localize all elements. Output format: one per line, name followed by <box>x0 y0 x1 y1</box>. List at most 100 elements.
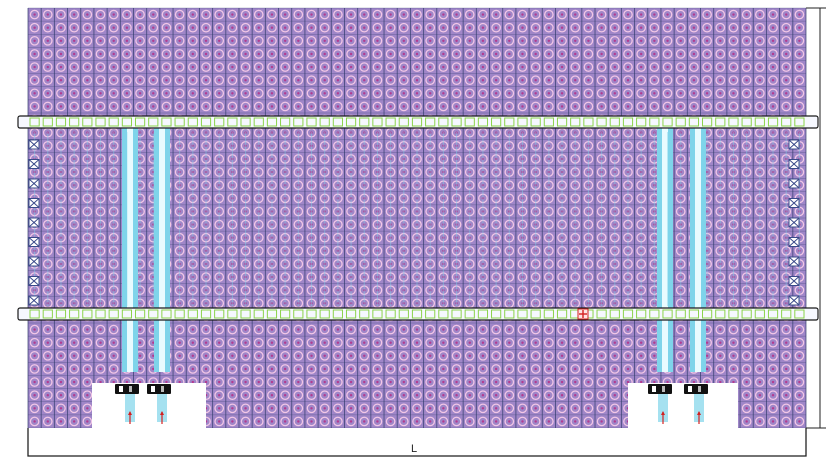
storage-cell-center <box>745 380 748 384</box>
storage-cell <box>253 232 264 243</box>
storage-cell <box>29 364 40 374</box>
storage-cell-center <box>46 197 49 200</box>
storage-cell-center <box>415 380 419 384</box>
storage-cell-center <box>231 170 234 174</box>
storage-cell-center <box>745 170 748 174</box>
storage-cell <box>781 9 792 20</box>
storage-cell-center <box>560 275 564 279</box>
storage-cell-center <box>745 328 748 331</box>
storage-cell <box>596 167 607 177</box>
storage-cell <box>82 167 93 177</box>
storage-cell-center <box>112 78 115 82</box>
storage-cell-center <box>705 262 709 266</box>
storage-cell <box>478 377 488 387</box>
crossed-box-icon <box>28 198 40 208</box>
storage-cell-center <box>692 92 696 95</box>
storage-cell-center <box>99 210 102 213</box>
storage-cell <box>306 219 317 230</box>
storage-cell <box>372 403 383 414</box>
storage-cell <box>609 285 620 296</box>
storage-cell-center <box>218 249 221 253</box>
storage-cell <box>372 22 383 33</box>
storage-cell <box>451 350 462 361</box>
storage-cell <box>346 403 356 414</box>
storage-cell-center <box>442 105 445 108</box>
storage-cell <box>174 140 185 151</box>
storage-cell <box>662 101 673 112</box>
storage-cell-center <box>125 92 129 95</box>
storage-cell <box>741 167 752 177</box>
storage-cell-center <box>336 13 340 16</box>
storage-cell-center <box>349 302 353 305</box>
storage-cell-center <box>468 328 471 331</box>
storage-cell-center <box>468 170 471 174</box>
storage-cell-center <box>389 26 392 29</box>
storage-cell <box>95 35 106 46</box>
storage-cell-center <box>758 92 762 95</box>
storage-cell-center <box>508 302 511 305</box>
storage-cell-center <box>587 249 590 253</box>
storage-cell-center <box>415 144 419 148</box>
storage-cell <box>240 364 251 374</box>
storage-cell <box>464 35 475 46</box>
storage-cell-center <box>679 78 682 82</box>
storage-cell <box>187 245 198 256</box>
storage-cell <box>609 101 620 112</box>
storage-cell <box>438 22 449 33</box>
storage-cell-center <box>758 144 762 148</box>
storage-cell <box>214 62 225 72</box>
storage-cell-center <box>732 328 735 331</box>
storage-cell-center <box>719 262 722 266</box>
storage-cell-center <box>402 144 406 148</box>
storage-cell <box>504 49 515 59</box>
storage-cell <box>491 416 501 427</box>
storage-cell <box>280 364 290 374</box>
storage-cell-center <box>732 236 735 239</box>
storage-cell <box>464 390 475 401</box>
storage-cell-center <box>402 183 406 187</box>
storage-cell-center <box>587 288 590 292</box>
storage-cell-center <box>481 210 485 213</box>
storage-cell-center <box>428 13 432 16</box>
storage-cell-center <box>86 302 89 305</box>
storage-cell <box>425 22 436 33</box>
storage-cell <box>56 49 66 59</box>
storage-cell <box>95 167 106 177</box>
storage-cell <box>781 416 792 427</box>
storage-cell <box>372 377 383 387</box>
storage-cell-center <box>86 249 89 253</box>
storage-cell <box>319 219 330 230</box>
storage-cell-center <box>587 183 590 187</box>
storage-cell-center <box>732 65 735 69</box>
storage-cell-center <box>719 105 722 108</box>
storage-cell <box>69 180 80 191</box>
storage-cell-center <box>99 328 102 331</box>
storage-cell-center <box>771 302 775 305</box>
storage-cell <box>201 140 211 151</box>
storage-cell-center <box>639 236 643 239</box>
storage-cell-center <box>428 210 432 213</box>
storage-cell-center <box>402 236 406 239</box>
storage-cell-center <box>442 144 445 148</box>
storage-cell <box>214 219 225 230</box>
storage-cell <box>306 232 317 243</box>
storage-cell <box>293 154 304 164</box>
storage-cell-center <box>455 407 458 410</box>
crossed-box-icon <box>28 237 40 247</box>
crossed-box-icon <box>28 276 40 286</box>
storage-cell-center <box>455 262 458 266</box>
storage-cell <box>253 180 264 191</box>
storage-cell <box>557 22 567 33</box>
storage-cell <box>741 180 752 191</box>
storage-cell-center <box>521 275 524 279</box>
crossed-box-icon <box>788 256 800 267</box>
storage-cell-center <box>244 354 247 358</box>
storage-cell-center <box>508 236 511 239</box>
storage-cell-center <box>481 407 485 410</box>
storage-cell <box>491 206 501 217</box>
storage-cell <box>530 390 541 401</box>
storage-cell-center <box>574 78 577 82</box>
storage-cell <box>530 22 541 33</box>
storage-cell-center <box>86 328 89 331</box>
storage-cell-center <box>560 210 564 213</box>
